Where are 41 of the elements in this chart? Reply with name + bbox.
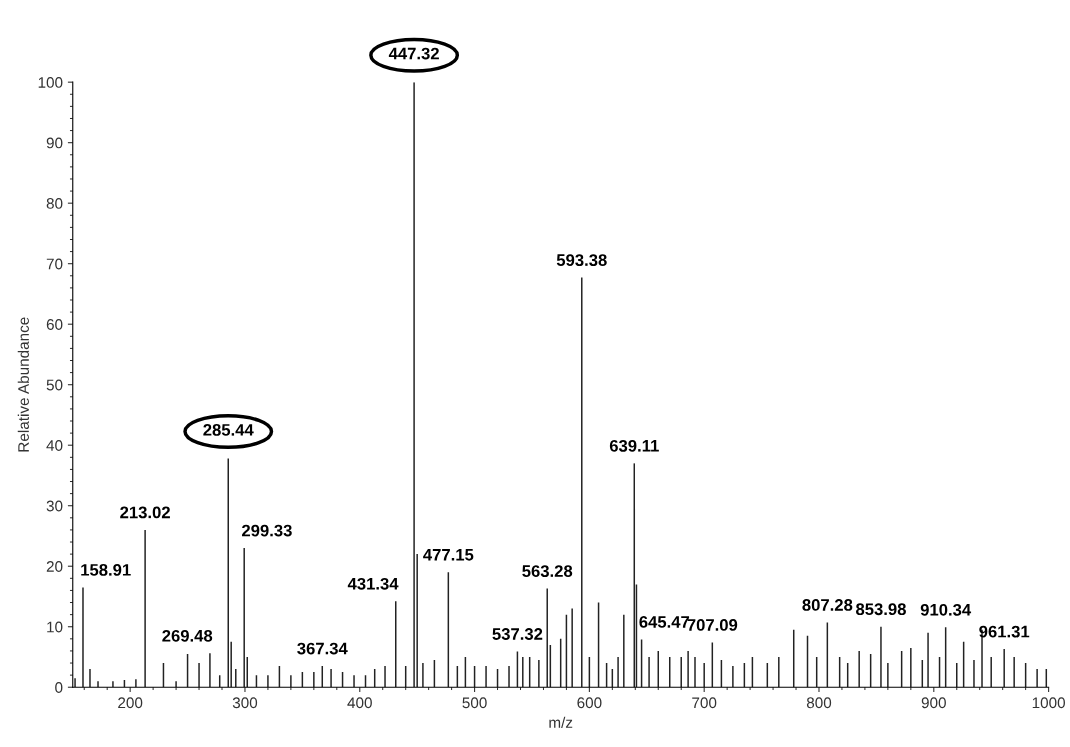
x-tick-label: 500 xyxy=(462,697,487,709)
annotation: 299.33 xyxy=(242,524,292,537)
annotation: 477.15 xyxy=(423,549,474,561)
annotation: 645.47 xyxy=(639,616,690,628)
x-tick-label: 700 xyxy=(692,697,717,709)
y-tick-label: 90 xyxy=(46,137,63,149)
y-tick-label: 80 xyxy=(46,198,63,209)
x-tick-label: 1000 xyxy=(1032,697,1065,709)
annotation: 213.02 xyxy=(120,506,170,519)
annotation: 431.34 xyxy=(347,577,399,590)
annotation: 447.32 xyxy=(388,47,439,60)
y-tick-label: 70 xyxy=(46,258,63,270)
x-tick-label: 400 xyxy=(347,697,372,709)
annotation: 910.34 xyxy=(920,603,972,616)
annotation: 807.28 xyxy=(802,599,853,611)
annotation: 367.34 xyxy=(297,642,348,655)
y-tick-label: 30 xyxy=(46,500,63,512)
annotation: 593.38 xyxy=(556,254,607,266)
annotation: 707.09 xyxy=(687,619,738,631)
y-tick-label: 10 xyxy=(47,621,63,633)
x-tick-label: 600 xyxy=(577,697,602,709)
annotation: 158.91 xyxy=(81,563,131,576)
annotation: 563.28 xyxy=(522,565,573,578)
y-tick-label: 40 xyxy=(46,440,63,451)
x-tick-label: 900 xyxy=(921,697,946,709)
x-tick-label: 800 xyxy=(806,697,832,709)
annotation: 537.32 xyxy=(492,628,543,640)
annotation: 285.44 xyxy=(203,423,254,436)
annotation: 961.31 xyxy=(979,625,1030,638)
y-tick-label: 20 xyxy=(46,561,63,572)
annotation: 853.98 xyxy=(856,603,906,616)
y-axis-title: Relative Abundance xyxy=(17,317,29,452)
x-axis-title: m/z xyxy=(549,716,573,728)
y-tick-label: 0 xyxy=(55,682,63,693)
y-tick-label: 50 xyxy=(46,379,63,391)
y-tick-label: 60 xyxy=(46,319,63,330)
y-tick-label: 100 xyxy=(38,77,63,88)
x-tick-label: 200 xyxy=(118,697,143,709)
annotation: 639.11 xyxy=(609,439,659,452)
x-tick-label: 300 xyxy=(232,697,258,709)
annotation: 269.48 xyxy=(162,629,213,642)
